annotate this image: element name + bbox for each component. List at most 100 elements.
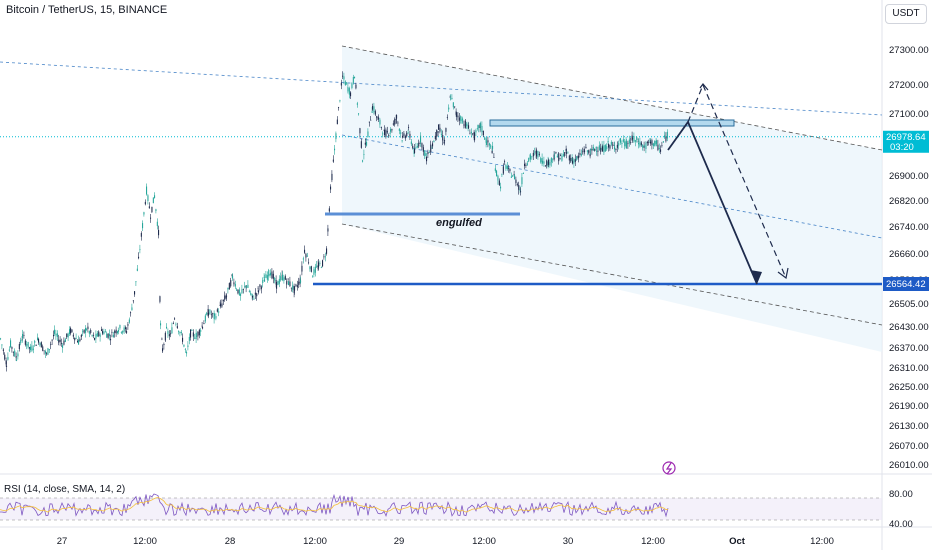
projection-solid-arrowhead (750, 270, 762, 284)
candle-body (176, 326, 178, 329)
currency-button[interactable]: USDT (885, 4, 927, 24)
candle-body (638, 143, 640, 145)
candle-body (324, 256, 326, 258)
price-tick: 26900.00 (889, 171, 929, 182)
candle-body (582, 151, 584, 153)
candle-body (6, 365, 8, 367)
candle-body (374, 111, 376, 115)
rsi-sma-line (0, 497, 669, 513)
candle-body (82, 330, 84, 332)
candle-body (595, 147, 597, 149)
time-tick: 12:00 (641, 536, 665, 547)
candle-body (241, 289, 243, 294)
candle-body (272, 273, 274, 279)
candle-body (215, 316, 217, 319)
rsi-tick: 40.00 (889, 519, 913, 530)
candle-body (658, 148, 660, 149)
candle-body (434, 135, 436, 140)
candle-body (513, 174, 515, 175)
candle-body (445, 128, 447, 132)
candle-body (564, 152, 566, 156)
candle-body (481, 125, 483, 133)
candle-body (482, 130, 484, 136)
candle-body (125, 327, 127, 330)
candle-body (29, 347, 31, 349)
projection-dashed-arrowhead (777, 267, 789, 280)
candle-body (322, 260, 324, 267)
candle-body (50, 344, 52, 346)
candle-body (155, 209, 157, 212)
candle-body (338, 107, 340, 108)
candle-body (320, 267, 322, 269)
price-tick: 26130.00 (889, 421, 929, 432)
candle-body (425, 153, 427, 156)
candle-body (151, 206, 153, 213)
candle-body (34, 341, 36, 343)
candle-body (99, 334, 101, 337)
candle-body (179, 331, 181, 334)
candle-body (23, 335, 25, 336)
candle-body (276, 282, 278, 289)
candle-body (278, 278, 280, 284)
candle-body (202, 327, 204, 329)
candle-body (478, 125, 480, 129)
candle-body (652, 143, 654, 147)
candle-body (56, 333, 58, 337)
candle-body (610, 141, 612, 145)
candle-body (61, 342, 63, 344)
candle-body (395, 118, 397, 120)
candle-body (422, 147, 424, 152)
candle-body (296, 285, 298, 288)
candle-body (1, 344, 3, 346)
candle-body (403, 133, 405, 137)
candle-body (508, 167, 510, 169)
candle-body (379, 119, 381, 125)
candle-body (103, 331, 105, 334)
candle-body (326, 248, 328, 254)
candle-body (639, 141, 641, 147)
candle-body (132, 300, 134, 302)
candle-body (88, 331, 90, 334)
countdown-value: 03:20 (890, 142, 914, 153)
candle-body (588, 150, 590, 153)
candle-body (554, 157, 556, 158)
candle-body (488, 143, 490, 146)
time-tick: 12:00 (133, 536, 157, 547)
lightning-icon-bolt (665, 462, 673, 475)
candle-body (366, 141, 368, 146)
candle-body (521, 177, 523, 185)
rsi-line (0, 493, 669, 518)
candle-body (661, 145, 663, 147)
candle-body (330, 186, 332, 190)
candle-body (666, 131, 668, 139)
rsi-band (0, 498, 882, 520)
candle-body (608, 144, 610, 148)
candle-body (112, 334, 114, 338)
candle-body (346, 82, 348, 84)
candle-body (340, 82, 342, 86)
candle-body (75, 337, 77, 339)
candle-body (665, 136, 667, 142)
candle-body (237, 289, 239, 294)
target-price-value: 26564.42 (886, 279, 926, 290)
candle-body (40, 342, 42, 348)
candle-body (208, 312, 210, 316)
candle-body (277, 280, 279, 286)
candle-body (289, 281, 291, 287)
candle-body (144, 201, 146, 205)
price-tick: 26505.00 (889, 299, 929, 310)
candle-body (549, 162, 551, 166)
candle-body (152, 197, 154, 204)
candle-body (436, 129, 438, 137)
candle-body (78, 339, 80, 345)
candle-body (534, 151, 536, 153)
candle-body (565, 149, 567, 152)
candle-body (660, 149, 662, 152)
candle-body (553, 154, 555, 160)
candle-body (651, 140, 653, 145)
candle-body (561, 155, 563, 161)
candle-body (114, 330, 116, 333)
candle-body (377, 117, 379, 120)
candle-body (469, 133, 471, 135)
